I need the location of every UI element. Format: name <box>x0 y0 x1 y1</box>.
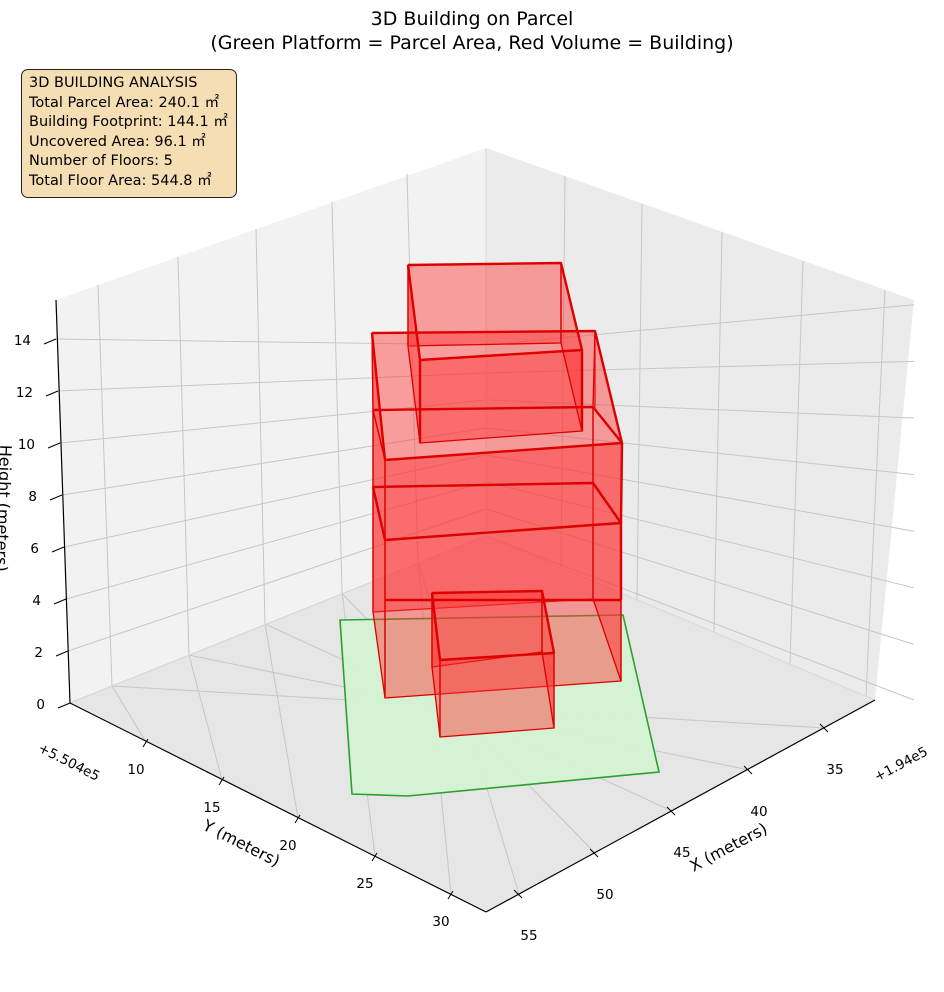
z-tick-label: 8 <box>28 489 37 505</box>
y-tick <box>218 776 225 786</box>
chart-subtitle: (Green Platform = Parcel Area, Red Volum… <box>210 32 733 54</box>
left-pane <box>56 148 486 703</box>
y-tick-label: 15 <box>203 800 220 816</box>
z-tick <box>53 598 67 605</box>
x-tick-label: 40 <box>750 804 767 820</box>
x-grid-wall <box>865 289 886 697</box>
gridlines <box>55 173 915 895</box>
x-offset-label: +1.94e5 <box>872 744 931 785</box>
y-axis-line <box>69 702 487 913</box>
annex-front-face <box>439 652 555 738</box>
z-tick-label: 14 <box>14 333 31 349</box>
z-tick-label: 12 <box>16 385 33 401</box>
info-uncovered-area: Uncovered Area: 96.1 ㎡ <box>29 133 206 150</box>
building-edges <box>370 261 624 662</box>
x-grid-wall <box>560 175 566 569</box>
z-grid-right <box>485 535 915 701</box>
y-tick-label: 30 <box>432 914 449 930</box>
pane-edges <box>69 148 876 704</box>
info-box-heading: 3D BUILDING ANALYSIS <box>29 75 198 91</box>
chart-title: 3D Building on Parcel <box>371 8 574 30</box>
z-grid-right <box>485 481 915 589</box>
y-tick <box>142 738 149 748</box>
z-grid-right <box>485 427 915 476</box>
y-grid-wall <box>406 173 419 564</box>
x-tick <box>743 765 753 775</box>
z-axis-line <box>55 299 71 704</box>
z-tick-label: 4 <box>32 593 41 609</box>
x-axis-label: X (meters) <box>686 819 770 876</box>
z-tick <box>43 338 57 345</box>
ticks: 0 2 4 6 8 10 12 14 10 15 20 25 30 35 40 45 50 55 <box>14 333 844 944</box>
z-tick <box>57 702 71 709</box>
x-grid-wall <box>713 231 723 633</box>
y-grid-wall <box>331 201 343 593</box>
z-tick <box>45 390 59 397</box>
parcel-platform <box>339 614 660 797</box>
z-grid-left <box>57 372 487 392</box>
info-box: 3D BUILDING ANALYSIS Total Parcel Area: … <box>21 69 237 198</box>
y-tick-label: 25 <box>356 876 373 892</box>
y-grid-floor <box>264 623 299 819</box>
info-parcel-area: Total Parcel Area: 240.1 ㎡ <box>29 94 220 111</box>
y-tick <box>371 852 378 862</box>
y-grid-wall <box>255 228 266 625</box>
z-grid-left <box>61 427 487 496</box>
z-tick <box>47 442 61 449</box>
info-number-of-floors: Number of Floors: 5 <box>29 153 173 170</box>
y-grid-wall <box>177 256 190 656</box>
z-grid-right <box>485 360 915 374</box>
x-tick <box>589 848 599 858</box>
z-grid-right <box>485 454 915 532</box>
y-tick <box>294 814 301 824</box>
x-grid-wall <box>789 260 804 665</box>
info-total-floor-area: Total Floor Area: 544.8 ㎡ <box>29 172 212 189</box>
x-tick-label: 50 <box>596 887 613 903</box>
x-tick <box>666 806 676 816</box>
z-grid-left <box>67 508 487 652</box>
y-tick-label: 20 <box>279 838 296 854</box>
building-volume <box>371 262 623 738</box>
x-axis-line <box>485 699 876 913</box>
z-tick <box>51 546 65 553</box>
y-axis-label: Y (meters) <box>199 815 283 870</box>
x-tick-label: 45 <box>673 845 690 861</box>
z-tick-label: 6 <box>30 541 39 557</box>
x-grid-wall <box>636 203 643 601</box>
x-tick <box>819 723 829 733</box>
x-tick <box>513 889 523 899</box>
z-grid-right <box>485 304 915 346</box>
y-grid-floor <box>188 654 223 781</box>
y-tick-label: 10 <box>127 762 144 778</box>
x-tick-label: 35 <box>826 762 843 778</box>
z-tick <box>55 650 69 657</box>
z-tick-label: 2 <box>34 645 43 661</box>
z-tick <box>49 494 63 501</box>
z-tick-label: 10 <box>18 437 35 453</box>
z-grid-right <box>485 508 915 645</box>
y-grid-floor <box>111 685 147 743</box>
block-4-front-face <box>419 349 583 444</box>
x-tick-label: 55 <box>520 928 537 944</box>
info-building-footprint: Building Footprint: 144.1 ㎡ <box>29 114 228 131</box>
z-tick-label: 0 <box>36 697 45 713</box>
y-grid-wall <box>97 284 113 687</box>
z-grid-left <box>55 338 487 346</box>
z-axis-label: Height (meters) <box>0 444 15 572</box>
y-offset-label: +5.504e5 <box>35 740 102 785</box>
z-grid-right <box>485 399 915 419</box>
y-tick <box>447 890 454 900</box>
axis-lines <box>55 299 876 913</box>
